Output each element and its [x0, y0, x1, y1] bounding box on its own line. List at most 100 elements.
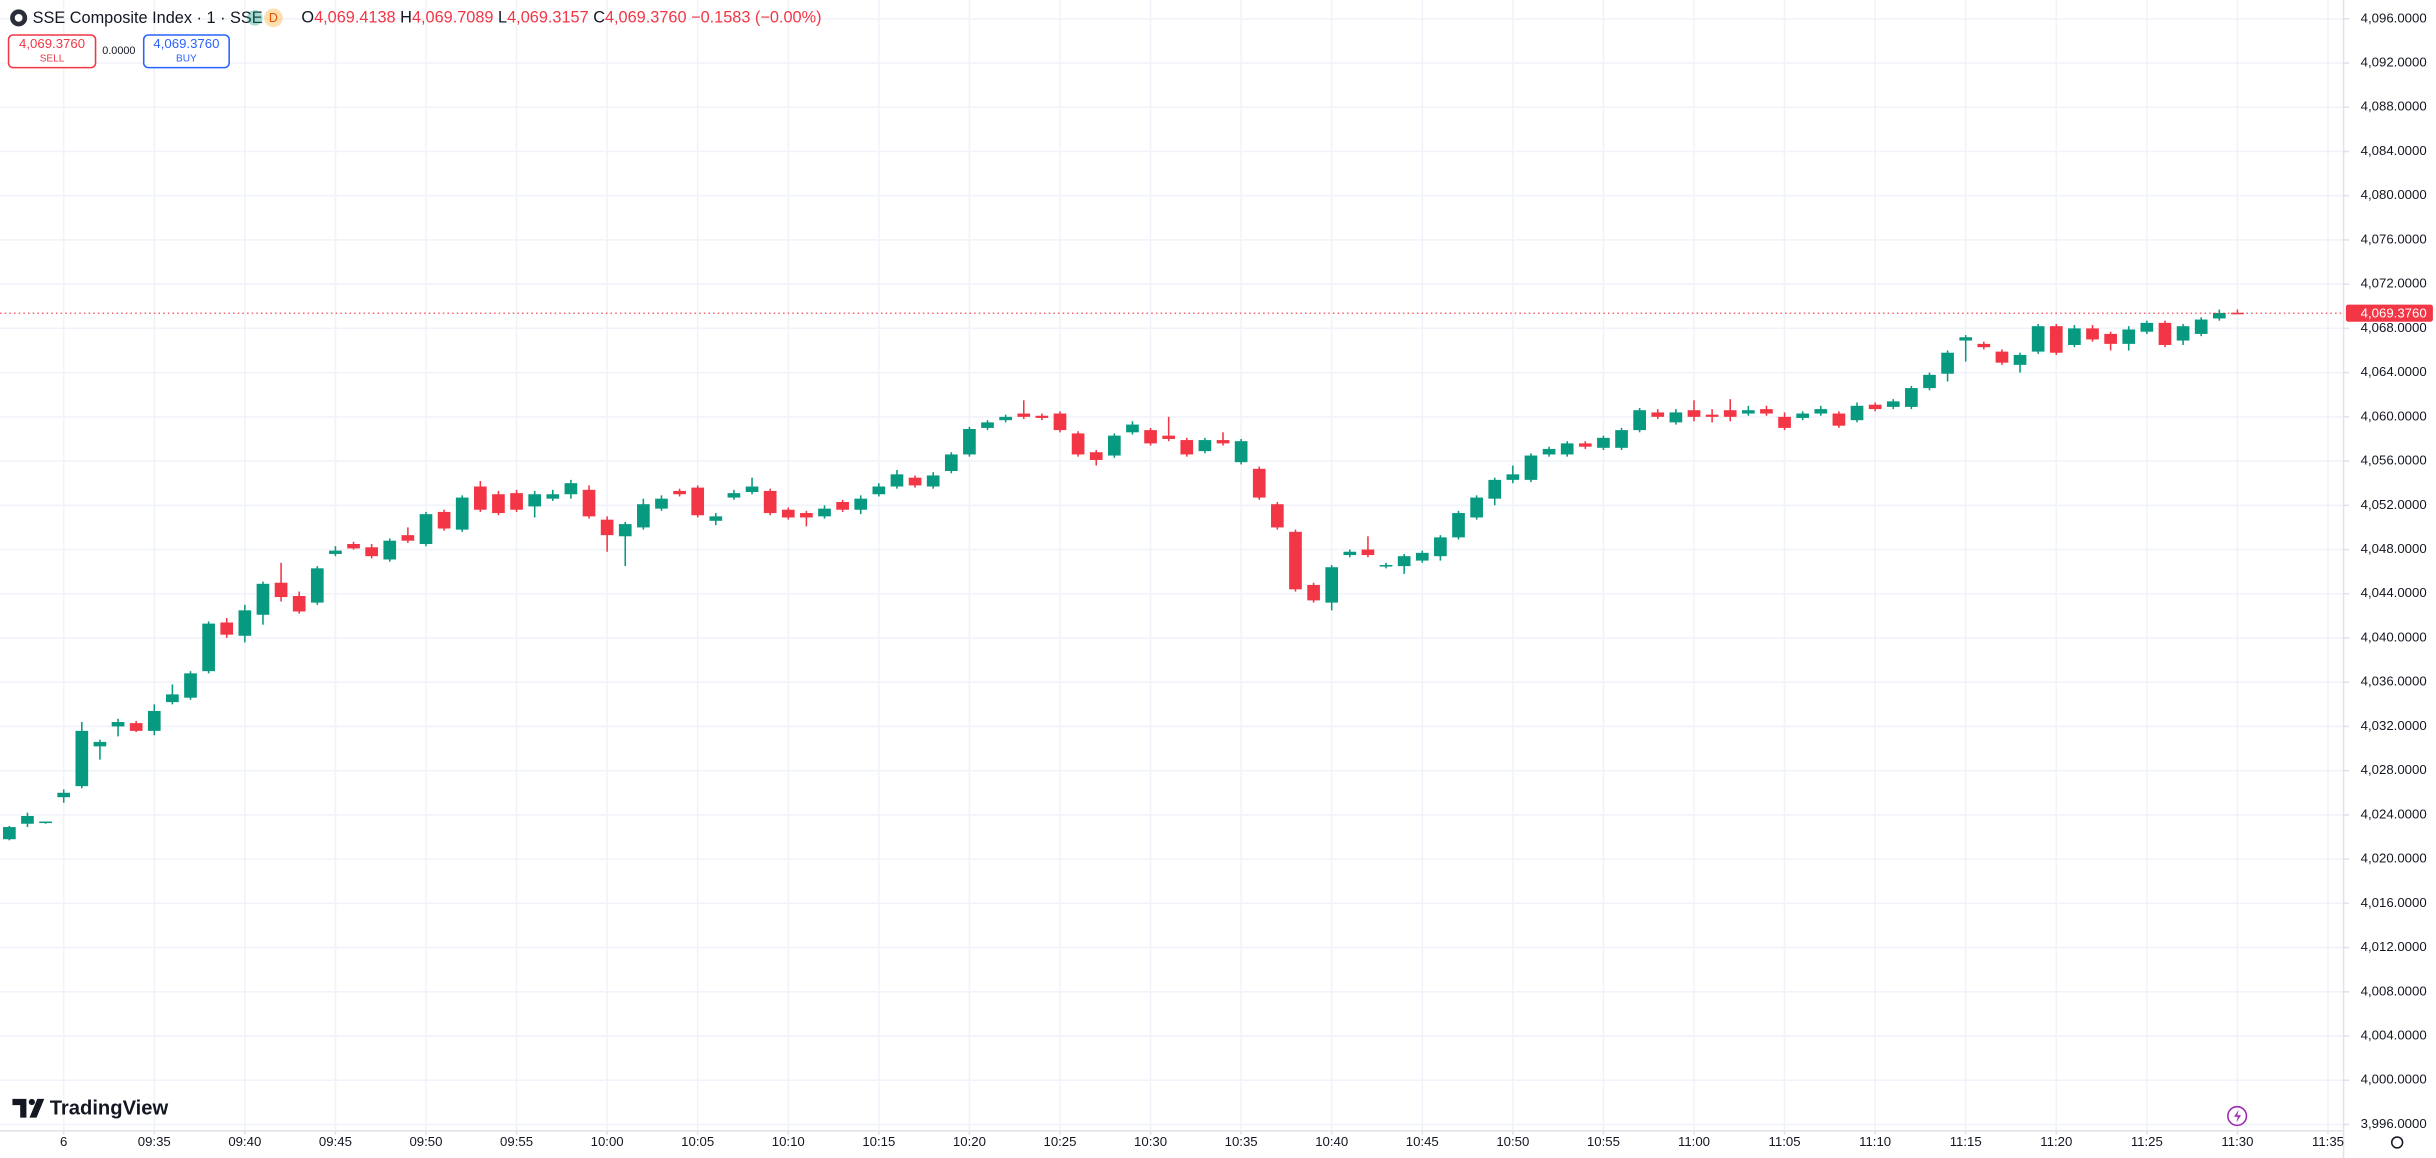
buy-button[interactable] [142, 34, 230, 69]
buy-price: 4,069.3760 [153, 36, 219, 51]
candle-body [2068, 328, 2081, 345]
candle-body [582, 489, 596, 517]
y-tick-label: 4,068.0000 [2361, 320, 2427, 335]
x-tick-label: 10:45 [1406, 1134, 1439, 1149]
x-tick-label: 10:20 [953, 1134, 986, 1149]
candle-body [2212, 312, 2226, 319]
candle-body [1524, 455, 1538, 480]
x-tick-label: 09:40 [228, 1134, 261, 1149]
y-tick-label: 4,040.0000 [2361, 629, 2427, 644]
y-tick-label: 4,012.0000 [2361, 939, 2427, 954]
x-tick-label: 09:50 [409, 1134, 442, 1149]
x-tick-label: 11:05 [1769, 1134, 1801, 1149]
candle-body [1941, 352, 1954, 374]
candle-body [1615, 430, 1628, 448]
candle-body [3, 827, 16, 840]
x-tick-label: 10:35 [1225, 1134, 1258, 1149]
data-badge-label: D [269, 11, 278, 25]
candle-body [1089, 452, 1103, 460]
candle-body [2049, 326, 2063, 353]
x-tick-label: 10:55 [1587, 1134, 1620, 1149]
candle-body [292, 595, 306, 612]
x-tick-label: 10:50 [1496, 1134, 1529, 1149]
candle-body [274, 582, 288, 598]
alerts-icon[interactable] [2227, 1105, 2248, 1127]
x-tick-label: 11:25 [2131, 1134, 2163, 1149]
candle-body [1760, 409, 1773, 414]
candle-body [1542, 448, 1556, 455]
candle-body [944, 454, 958, 472]
last-price-label: 4,069.3760 [2361, 305, 2427, 320]
candle-body [401, 535, 415, 541]
sell-button[interactable] [7, 34, 97, 69]
candle-body [39, 821, 52, 824]
data-badge[interactable] [264, 8, 283, 28]
high-label: H [400, 9, 412, 27]
low-label: L [498, 9, 507, 27]
settings-icon[interactable] [2390, 1136, 2404, 1149]
y-tick-label: 4,088.0000 [2361, 99, 2427, 114]
candle-body [1597, 437, 1610, 448]
candle-body [854, 498, 868, 510]
y-tick-label: 4,056.0000 [2361, 453, 2427, 468]
alerts-bolt [2234, 1109, 2242, 1123]
logo-mark [12, 1098, 27, 1118]
candle-body [1234, 441, 1248, 463]
candle-body [1180, 440, 1194, 455]
candle-body [2122, 329, 2136, 344]
candle-body [1470, 497, 1483, 518]
candle-body [781, 509, 795, 518]
candle-body [1361, 549, 1375, 556]
candle-body [1415, 552, 1429, 561]
y-tick-label: 4,000.0000 [2361, 1072, 2427, 1087]
x-tick-label: 10:40 [1315, 1134, 1348, 1149]
grid [0, 0, 2343, 1131]
x-tick-label: 11:15 [1950, 1134, 1982, 1149]
candle-body [329, 550, 342, 554]
candle-body [1850, 405, 1864, 421]
y-tick-label: 4,048.0000 [2361, 541, 2427, 556]
candle-body [836, 501, 849, 510]
market-status[interactable] [247, 10, 263, 26]
candle-body [1452, 513, 1465, 538]
candles [3, 309, 2244, 841]
candle-body [220, 622, 234, 635]
candle-body [1126, 424, 1139, 433]
x-tick-label: 09:45 [319, 1134, 352, 1149]
candle-body [347, 544, 360, 549]
candle-body [1923, 374, 1936, 389]
y-tick-label: 4,036.0000 [2361, 674, 2427, 689]
candle-body [256, 583, 270, 615]
y-tick-label: 4,096.0000 [2361, 10, 2427, 25]
candle-body [655, 498, 668, 509]
x-tick-label: 10:10 [772, 1134, 805, 1149]
y-tick-label: 3,996.0000 [2361, 1116, 2427, 1131]
ohlc-legend: O4,069.4138 H4,069.7089 L4,069.3157 C4,0… [301, 9, 821, 27]
y-tick-label: 4,028.0000 [2361, 762, 2427, 777]
candle-body [1905, 388, 1918, 407]
candle-body [383, 540, 397, 560]
candle-body [1035, 415, 1049, 418]
candle-body [546, 494, 560, 499]
x-tick-label: 11:00 [1678, 1134, 1710, 1149]
candle-body [93, 741, 107, 747]
candle-body [1578, 443, 1592, 447]
candle-body [1289, 531, 1302, 590]
candle-body [1723, 410, 1737, 417]
candle-body [1832, 413, 1846, 426]
spread: 0.0000 [102, 45, 135, 57]
candle-body [2104, 333, 2117, 344]
candle-body [926, 475, 940, 487]
candle-body [637, 504, 650, 528]
tradingview-logo[interactable]: TradingView [12, 1097, 169, 1119]
candle-body [147, 710, 161, 731]
candle-body [365, 547, 378, 557]
candle-body [1959, 337, 1973, 341]
candle-body [818, 508, 831, 517]
symbol-title[interactable]: SSE Composite Index · 1 · SSE [33, 9, 263, 27]
candle-body [166, 694, 179, 703]
x-tick-label: 10:30 [1134, 1134, 1167, 1149]
candle-body [1886, 401, 1900, 407]
candle-body [600, 519, 614, 536]
